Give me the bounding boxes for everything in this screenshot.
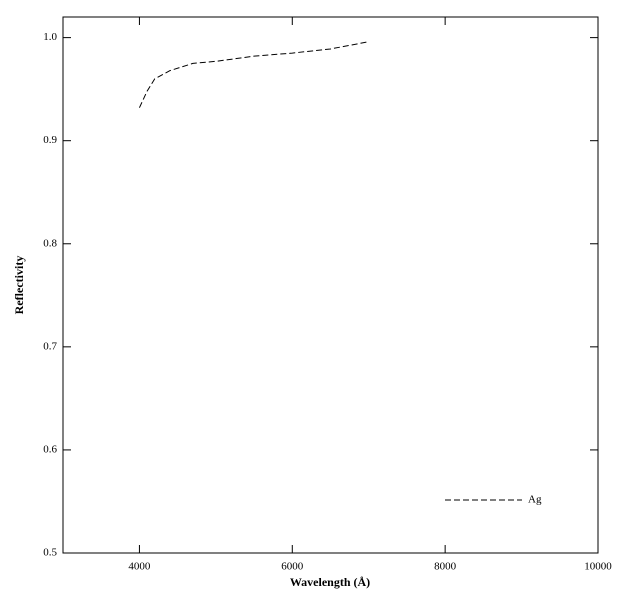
x-axis-label: Wavelength (Å): [290, 575, 370, 589]
x-tick-label: 4000: [128, 561, 151, 573]
y-tick-label: 1.0: [43, 31, 57, 43]
y-tick-label: 0.7: [43, 340, 57, 352]
y-tick-label: 0.9: [43, 134, 57, 146]
y-tick-label: 0.5: [43, 547, 57, 559]
y-axis-label: Reflectivity: [12, 256, 26, 315]
plot-frame: [62, 16, 599, 554]
legend-label: Ag: [528, 494, 542, 506]
data-line: [138, 41, 369, 108]
y-tick-label: 0.6: [43, 443, 57, 455]
x-tick-label: 10000: [584, 561, 612, 573]
x-tick-label: 6000: [281, 561, 304, 573]
y-tick-label: 0.8: [43, 237, 57, 249]
x-tick-label: 8000: [434, 561, 457, 573]
